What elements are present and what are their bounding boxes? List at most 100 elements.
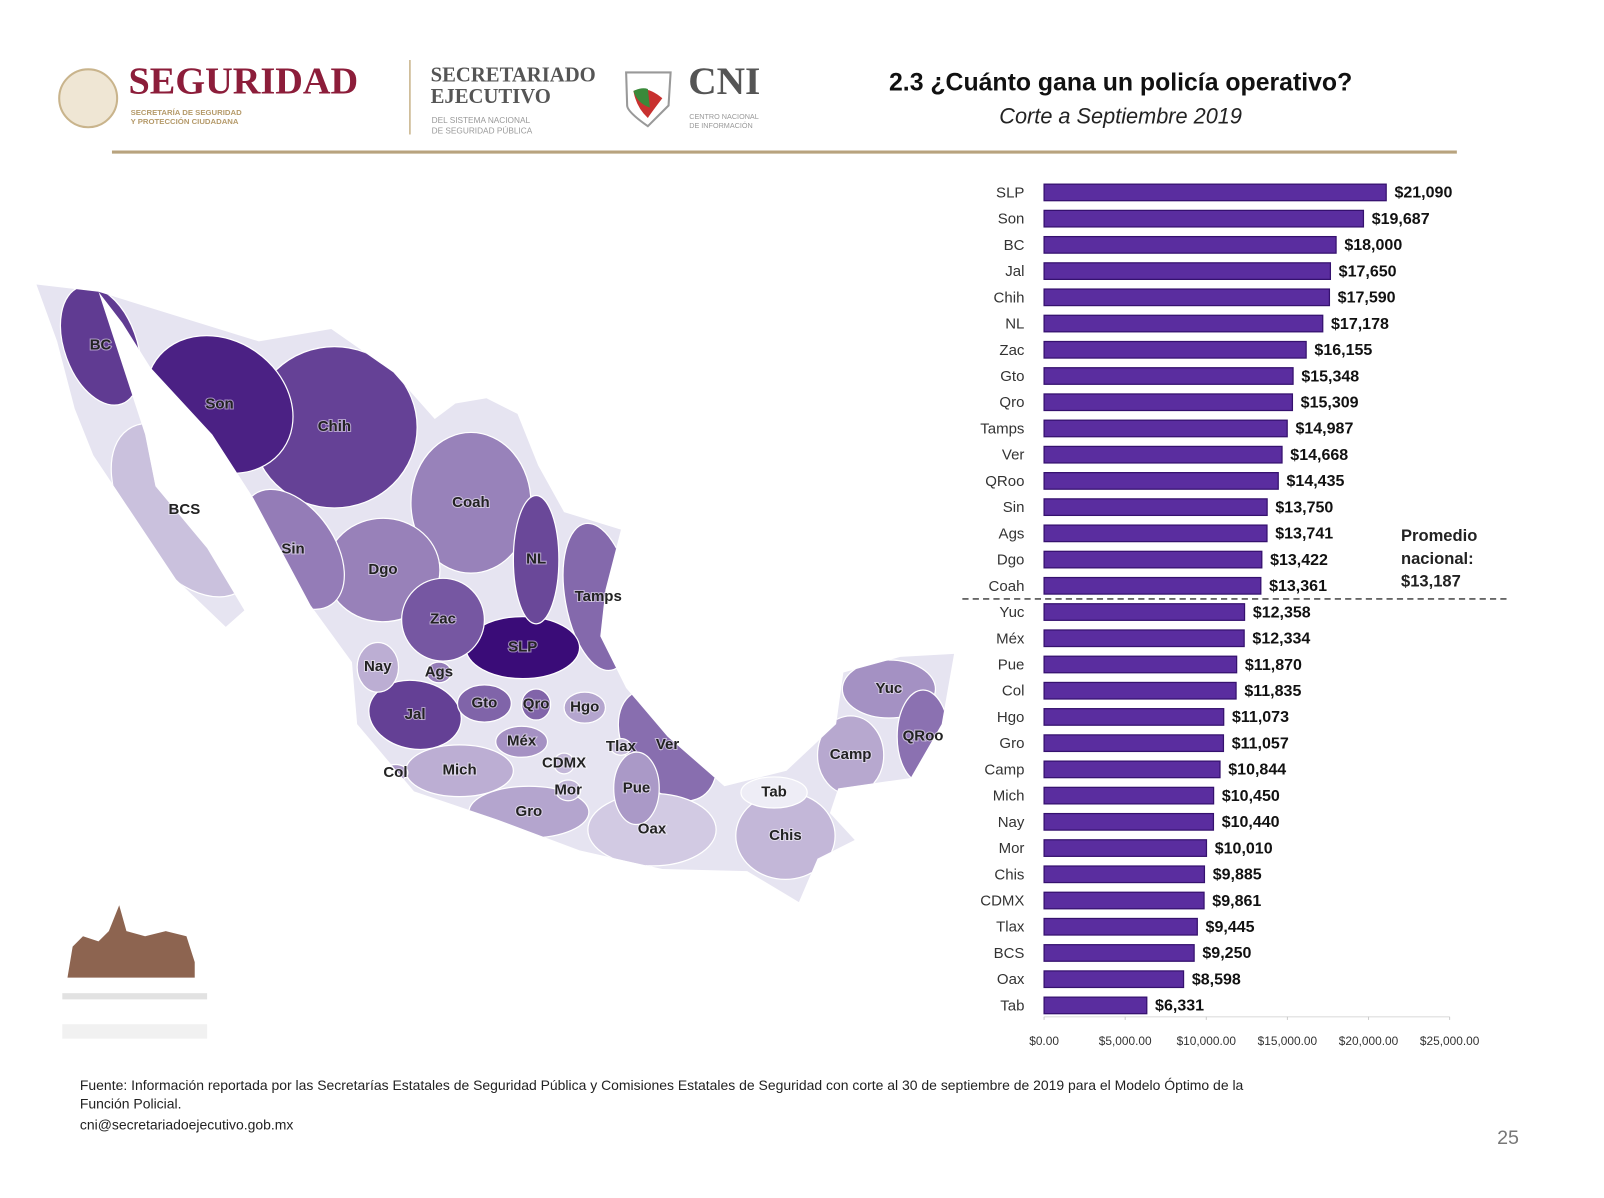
state-label: BC — [90, 337, 112, 354]
value-label: $19,687 — [1372, 210, 1430, 228]
bar — [1043, 812, 1215, 831]
logo-seguridad: SEGURIDAD SECRETARÍA DE SEGURIDAD Y PROT… — [58, 61, 359, 129]
state-region — [401, 577, 486, 662]
y-tick-label: Méx — [996, 630, 1025, 647]
y-tick-label: QRoo — [985, 473, 1024, 490]
bar — [1043, 235, 1337, 254]
y-tick-label: Ver — [1002, 447, 1025, 464]
bar — [1043, 262, 1332, 280]
y-tick-label: Chih — [994, 289, 1025, 306]
state-label: Gro — [516, 803, 543, 820]
y-tick-label: Yuc — [999, 604, 1025, 621]
historic-emblem — [62, 905, 208, 1039]
y-tick-label: Pue — [998, 656, 1025, 673]
value-label: $13,361 — [1269, 577, 1327, 595]
bar — [1043, 655, 1238, 674]
x-tick-label: $0.00 — [1029, 1034, 1059, 1048]
state-region — [512, 494, 560, 625]
state-label: Col — [383, 764, 407, 781]
value-label: $9,861 — [1212, 892, 1261, 910]
state-region — [425, 661, 452, 684]
bar-chart: SLP $21,090 Son $19,687 BC $18,000 Jal $17,650 C… — [962, 183, 1507, 1048]
y-tick-label: NL — [1005, 316, 1024, 333]
source-note: Función Policial. — [80, 1096, 182, 1112]
bar — [1043, 498, 1268, 517]
value-label: $13,422 — [1270, 551, 1328, 569]
logo-sub: DE SEGURIDAD PÚBLICA — [432, 126, 533, 136]
bar — [1043, 839, 1208, 857]
value-label: $9,885 — [1213, 866, 1262, 884]
bar — [1043, 786, 1215, 805]
value-label: $12,358 — [1253, 603, 1311, 621]
y-tick-label: Jal — [1005, 263, 1024, 280]
state-region — [555, 779, 582, 802]
state-label: Ver — [656, 736, 680, 753]
state-label: Mich — [442, 762, 476, 779]
bar — [1043, 891, 1205, 910]
logo-title: SECRETARIADO — [431, 64, 596, 86]
value-label: $11,870 — [1245, 656, 1302, 674]
state-region — [368, 679, 462, 751]
average-label: Promedio — [1401, 526, 1477, 545]
emblem-text — [62, 1024, 208, 1039]
value-label: $11,073 — [1232, 708, 1289, 726]
page-number: 25 — [1497, 1127, 1519, 1149]
value-label: $11,057 — [1232, 734, 1289, 752]
y-tick-label: Nay — [998, 814, 1025, 831]
x-tick-label: $25,000.00 — [1420, 1034, 1480, 1048]
bar — [1043, 681, 1237, 700]
y-tick-label: Tlax — [996, 919, 1025, 936]
logo-sub: SECRETARÍA DE SEGURIDAD — [131, 108, 242, 117]
state-label: CDMX — [542, 754, 586, 771]
value-label: $14,987 — [1295, 420, 1353, 438]
value-label: $9,445 — [1206, 918, 1255, 936]
logo-title: SEGURIDAD — [129, 61, 359, 103]
y-tick-label: Tab — [1000, 997, 1024, 1014]
state-label: Gto — [471, 694, 497, 711]
state-label: Pue — [623, 779, 651, 796]
y-tick-label: Gto — [1000, 368, 1024, 385]
state-label: Mor — [554, 781, 582, 798]
logo-title: EJECUTIVO — [431, 86, 551, 108]
value-label: $13,750 — [1275, 498, 1333, 516]
y-tick-label: BCS — [994, 945, 1025, 962]
value-label: $16,155 — [1314, 341, 1372, 359]
y-tick-label: Gro — [999, 735, 1024, 752]
bar — [1043, 209, 1365, 228]
bar — [1043, 708, 1225, 726]
value-label: $12,334 — [1252, 630, 1310, 648]
y-tick-label: Tamps — [980, 420, 1024, 437]
y-tick-label: Chis — [994, 866, 1024, 883]
y-tick-label: Oax — [997, 971, 1025, 988]
state-region — [495, 725, 549, 758]
state-label: Tab — [761, 783, 787, 800]
state-label: SLP — [508, 639, 537, 656]
state-label: Tlax — [606, 738, 637, 755]
state-label: Méx — [507, 733, 537, 750]
map-labels: SLP Son BC Jal Chih NL Zac Gto Qro Tamps Ver QRoo Si… — [89, 335, 945, 844]
y-tick-label: Ags — [999, 525, 1025, 542]
state-region — [563, 691, 607, 724]
state-label: Sin — [281, 540, 304, 557]
chart-title: 2.3 ¿Cuánto gana un policía operativo? — [889, 69, 1352, 96]
state-label: Nay — [364, 658, 392, 675]
bar — [1043, 183, 1387, 202]
y-tick-label: Qro — [999, 394, 1024, 411]
state-label: BCS — [169, 501, 201, 518]
state-region — [553, 752, 576, 775]
logo-title: CNI — [688, 59, 760, 103]
y-tick-label: Coah — [989, 578, 1025, 595]
y-tick-label: BC — [1004, 237, 1025, 254]
state-label: Tamps — [575, 588, 622, 605]
state-label: Coah — [452, 494, 490, 511]
y-tick-label: Mich — [993, 788, 1025, 805]
chart-subtitle: Corte a Septiembre 2019 — [999, 104, 1242, 129]
state-label: NL — [526, 551, 546, 568]
value-label: $6,331 — [1155, 997, 1204, 1015]
x-tick-label: $10,000.00 — [1177, 1034, 1237, 1048]
value-label: $10,844 — [1228, 761, 1286, 779]
state-label: Oax — [638, 821, 667, 838]
state-label: Camp — [830, 746, 872, 763]
y-tick-label: Col — [1002, 683, 1025, 700]
y-tick-label: Camp — [984, 761, 1024, 778]
